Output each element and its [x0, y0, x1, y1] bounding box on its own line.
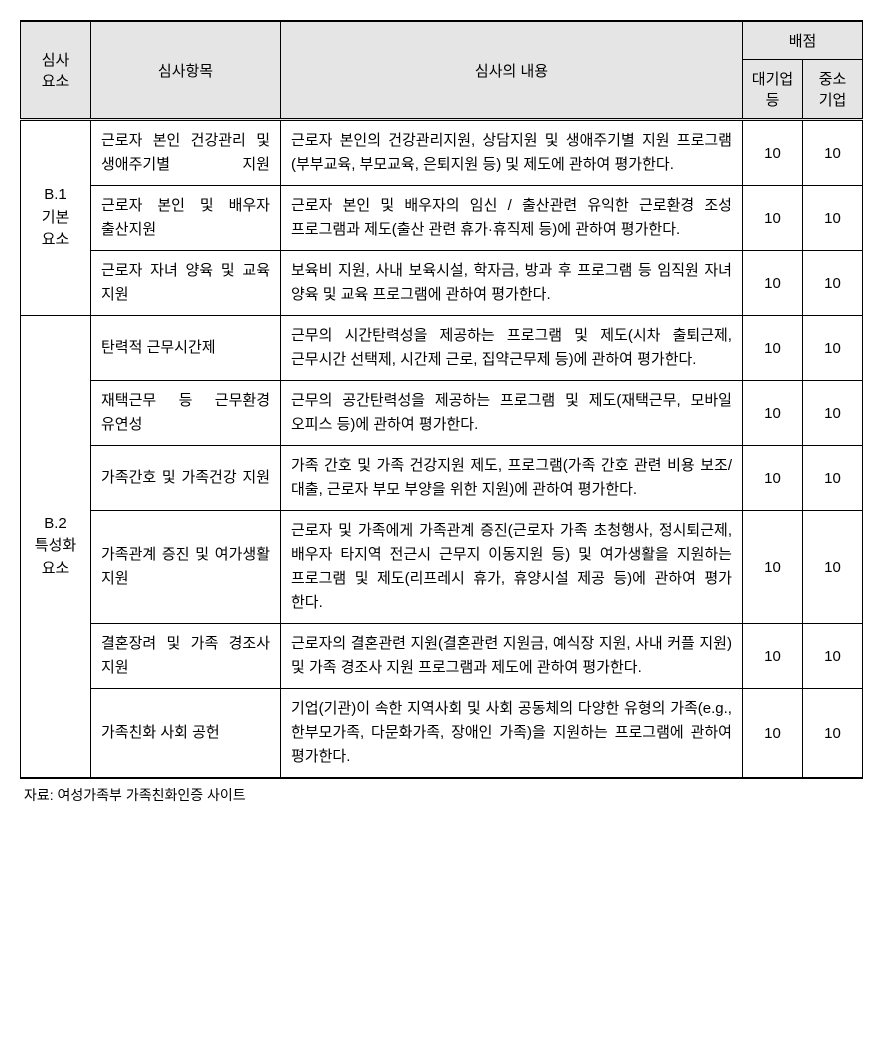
- header-element: 심사요소: [21, 21, 91, 120]
- item-cell: 재택근무 등 근무환경 유연성: [91, 381, 281, 446]
- header-score-sme: 중소기업: [802, 60, 862, 120]
- evaluation-table: 심사요소 심사항목 심사의 내용 배점 대기업등 중소기업 B.1기본요소근로자…: [20, 20, 863, 779]
- item-cell: 결혼장려 및 가족 경조사 지원: [91, 624, 281, 689]
- score-large-cell: 10: [742, 511, 802, 624]
- score-sme-cell: 10: [802, 511, 862, 624]
- content-cell: 근무의 공간탄력성을 제공하는 프로그램 및 제도(재택근무, 모바일 오피스 …: [281, 381, 743, 446]
- score-sme-cell: 10: [802, 316, 862, 381]
- item-cell: 탄력적 근무시간제: [91, 316, 281, 381]
- header-score-group: 배점: [742, 21, 862, 60]
- score-large-cell: 10: [742, 316, 802, 381]
- content-cell: 보육비 지원, 사내 보육시설, 학자금, 방과 후 프로그램 등 임직원 자녀…: [281, 251, 743, 316]
- score-sme-cell: 10: [802, 624, 862, 689]
- score-sme-cell: 10: [802, 251, 862, 316]
- score-sme-cell: 10: [802, 446, 862, 511]
- content-cell: 근로자의 결혼관련 지원(결혼관련 지원금, 예식장 지원, 사내 커플 지원)…: [281, 624, 743, 689]
- content-cell: 근로자 및 가족에게 가족관계 증진(근로자 가족 초청행사, 정시퇴근제, 배…: [281, 511, 743, 624]
- table-body: B.1기본요소근로자 본인 건강관리 및 생애주기별 지원근로자 본인의 건강관…: [21, 120, 863, 779]
- content-cell: 근로자 본인의 건강관리지원, 상담지원 및 생애주기별 지원 프로그램 (부부…: [281, 120, 743, 186]
- item-cell: 근로자 자녀 양육 및 교육 지원: [91, 251, 281, 316]
- score-large-cell: 10: [742, 624, 802, 689]
- header-content: 심사의 내용: [281, 21, 743, 120]
- item-cell: 가족관계 증진 및 여가생활 지원: [91, 511, 281, 624]
- score-large-cell: 10: [742, 446, 802, 511]
- item-cell: 근로자 본인 및 배우자 출산지원: [91, 186, 281, 251]
- content-cell: 기업(기관)이 속한 지역사회 및 사회 공동체의 다양한 유형의 가족(e.g…: [281, 689, 743, 779]
- score-sme-cell: 10: [802, 120, 862, 186]
- score-large-cell: 10: [742, 251, 802, 316]
- score-large-cell: 10: [742, 120, 802, 186]
- score-sme-cell: 10: [802, 689, 862, 779]
- element-cell: B.2특성화요소: [21, 316, 91, 779]
- item-cell: 근로자 본인 건강관리 및 생애주기별 지원: [91, 120, 281, 186]
- score-large-cell: 10: [742, 186, 802, 251]
- score-large-cell: 10: [742, 381, 802, 446]
- content-cell: 근로자 본인 및 배우자의 임신 / 출산관련 유익한 근로환경 조성 프로그램…: [281, 186, 743, 251]
- source-note: 자료: 여성가족부 가족친화인증 사이트: [20, 785, 863, 805]
- header-score-large: 대기업등: [742, 60, 802, 120]
- element-cell: B.1기본요소: [21, 120, 91, 316]
- content-cell: 가족 간호 및 가족 건강지원 제도, 프로그램(가족 간호 관련 비용 보조/…: [281, 446, 743, 511]
- header-item: 심사항목: [91, 21, 281, 120]
- item-cell: 가족친화 사회 공헌: [91, 689, 281, 779]
- score-sme-cell: 10: [802, 186, 862, 251]
- score-sme-cell: 10: [802, 381, 862, 446]
- content-cell: 근무의 시간탄력성을 제공하는 프로그램 및 제도(시차 출퇴근제, 근무시간 …: [281, 316, 743, 381]
- item-cell: 가족간호 및 가족건강 지원: [91, 446, 281, 511]
- score-large-cell: 10: [742, 689, 802, 779]
- table-header: 심사요소 심사항목 심사의 내용 배점 대기업등 중소기업: [21, 21, 863, 120]
